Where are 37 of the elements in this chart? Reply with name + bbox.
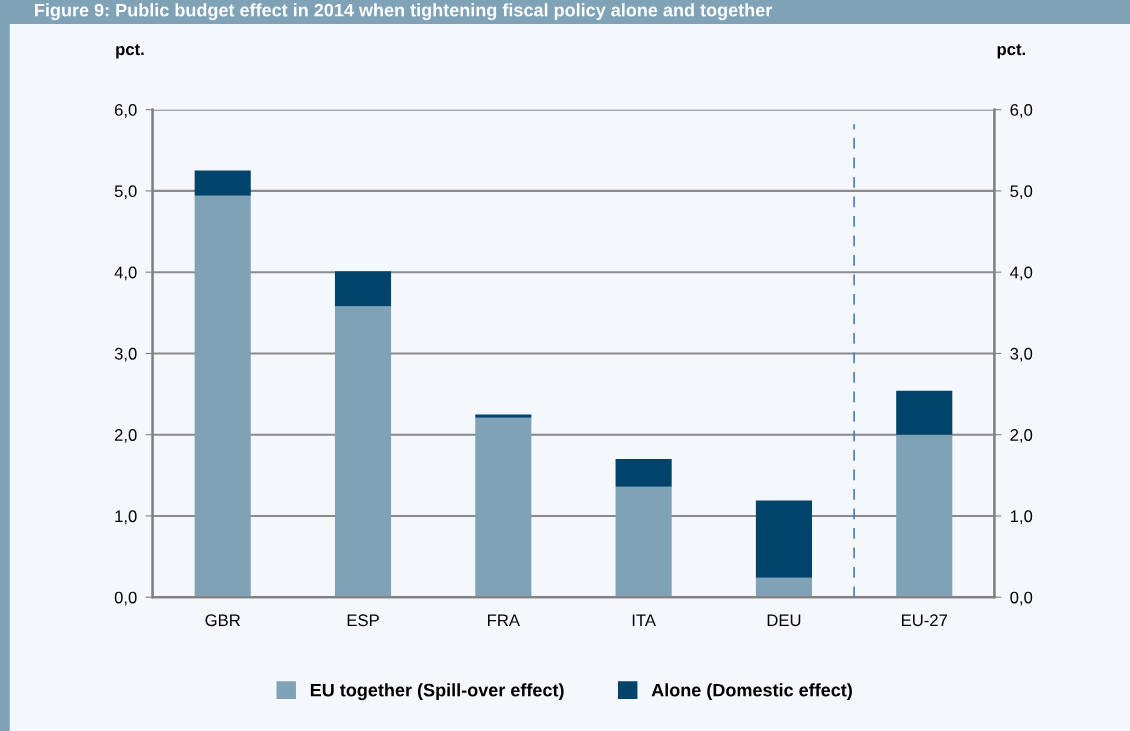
legend-label: EU together (Spill-over effect) xyxy=(310,683,564,701)
bar xyxy=(755,577,812,598)
y2-tick-label: 5,0 xyxy=(1010,185,1033,200)
y-tick-label: 1,0 xyxy=(115,510,137,525)
y2-tick-label: 4,0 xyxy=(1010,266,1033,281)
bar xyxy=(194,170,251,196)
bar xyxy=(475,414,532,418)
bar xyxy=(475,417,532,598)
y-tick-label: 4,0 xyxy=(114,266,137,281)
bar xyxy=(615,459,672,487)
x-tick-label: DEU xyxy=(767,614,801,627)
bar xyxy=(896,434,953,598)
x-tick-label: ITA xyxy=(632,614,656,626)
bar xyxy=(896,390,953,435)
bar xyxy=(194,195,251,598)
y2-tick-label: 0,0 xyxy=(1010,591,1033,606)
y-tick-label: 6,0 xyxy=(114,104,137,118)
bar xyxy=(334,306,392,598)
legend-label: Alone (Domestic effect) xyxy=(651,683,852,701)
y-axis-title: pct. xyxy=(116,44,144,59)
y-tick-label: 3,0 xyxy=(114,347,137,362)
y2-tick-label: 3,0 xyxy=(1010,347,1033,362)
bar xyxy=(615,486,672,598)
bar xyxy=(755,500,812,578)
y-tick-label: 2,0 xyxy=(114,429,137,443)
x-tick-label: GBR xyxy=(205,614,240,627)
bar xyxy=(334,271,392,307)
y2-axis-title: pct. xyxy=(997,44,1026,59)
y2-tick-label: 2,0 xyxy=(1010,429,1033,443)
x-tick-label: FRA xyxy=(488,614,520,626)
y2-tick-label: 1,0 xyxy=(1010,510,1033,525)
y-tick-label: 5,0 xyxy=(114,185,137,200)
y-tick-label: 0,0 xyxy=(114,591,137,606)
chart-title: Figure 9: Public budget effect in 2014 when tightening fiscal policy alone and together xyxy=(35,3,772,21)
x-tick-label: EU-27 xyxy=(901,614,948,627)
x-tick-label: ESP xyxy=(347,614,379,627)
y2-tick-label: 6,0 xyxy=(1010,104,1033,118)
